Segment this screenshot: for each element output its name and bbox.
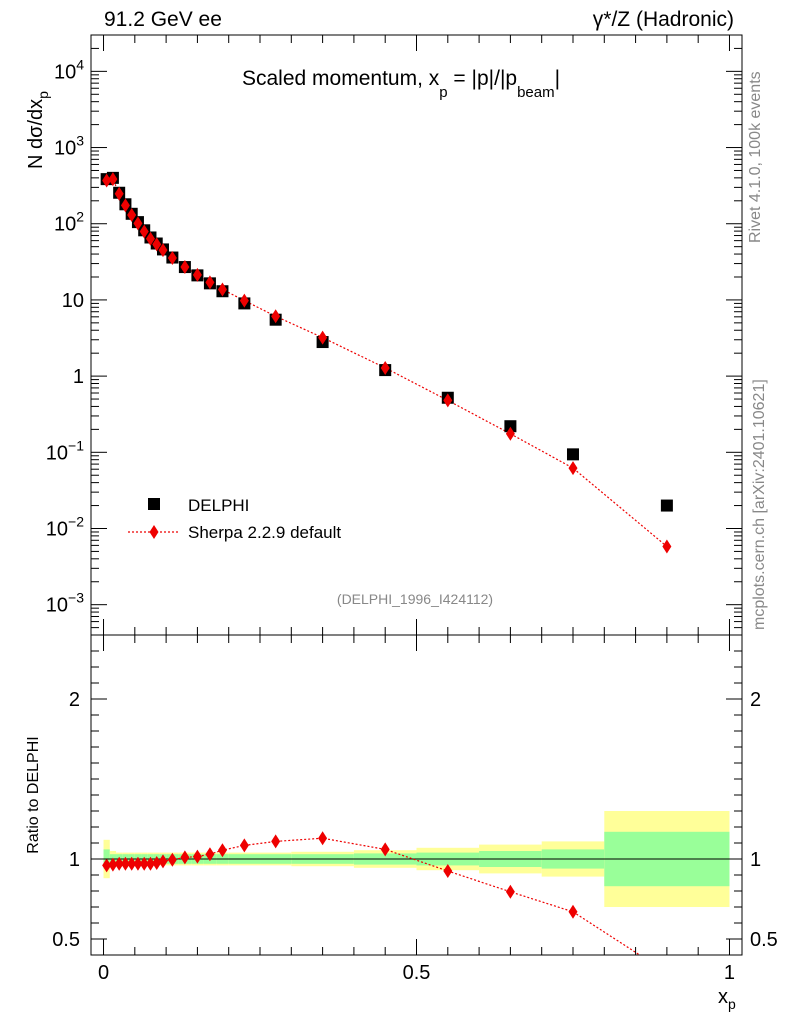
x-tick-label: 0 <box>98 962 109 984</box>
data-point <box>660 499 673 512</box>
mc-point <box>192 267 202 282</box>
data-points <box>100 171 673 512</box>
plot-title: Scaled momentum, xp = |p|/|pbeam| <box>242 67 560 101</box>
mc-point <box>133 216 143 231</box>
main-y-axis-label: N dσ/dxp <box>25 91 51 169</box>
header-right: γ*/Z (Hadronic) <box>593 8 734 31</box>
ratio-point <box>127 856 137 871</box>
ratio-point <box>120 856 130 871</box>
ratio-point <box>145 856 155 871</box>
y-tick-label: 104 <box>54 56 84 83</box>
mc-points <box>102 172 672 554</box>
ratio-point <box>158 854 168 869</box>
ratio-curve <box>106 837 641 955</box>
mc-point <box>180 260 190 275</box>
ratio-curve-line <box>106 837 641 955</box>
mc-point <box>152 237 162 252</box>
ratio-y-axis-label: Ratio to DELPHI <box>25 736 42 853</box>
ratio-points <box>102 831 671 980</box>
analysis-id: (DELPHI_1996_I424112) <box>337 591 493 607</box>
ratio-point <box>133 856 143 871</box>
mc-point <box>145 231 155 246</box>
data-point <box>504 420 517 433</box>
ratio-point <box>108 857 118 872</box>
y-tick-label: 1 <box>73 366 84 388</box>
legend-mc-label: Sherpa 2.2.9 default <box>188 523 341 542</box>
mc-point <box>205 275 215 290</box>
svg-text:N dσ/dxp: N dσ/dxp <box>25 91 51 169</box>
ratio-point <box>102 858 112 873</box>
ratio-point <box>568 904 578 919</box>
ratio-point <box>380 842 390 857</box>
rivet-label: Rivet 4.1.0, 100k events <box>747 71 764 243</box>
y-tick-label: 10−2 <box>46 513 84 540</box>
ratio-y-tick-label-right: 0.5 <box>750 929 778 951</box>
mc-point <box>568 461 578 476</box>
mc-point <box>443 393 453 408</box>
ratio-x-axis-ticks: 0 0.5 1 <box>98 635 735 984</box>
ratio-point <box>180 850 190 865</box>
ratio-point <box>505 884 515 899</box>
ratio-y-tick-label-right: 1 <box>750 849 761 871</box>
legend-data-label: DELPHI <box>188 496 249 515</box>
ratio-y-tick-label-left: 2 <box>69 689 80 711</box>
ratio-point <box>271 834 281 849</box>
legend: DELPHI Sherpa 2.2.9 default <box>128 496 341 542</box>
mc-curve <box>106 178 668 547</box>
ratio-point <box>167 852 177 867</box>
ratio-point <box>239 838 249 853</box>
mc-point <box>662 539 672 554</box>
ratio-point <box>217 843 227 858</box>
ratio-point <box>443 864 453 878</box>
ratio-point <box>139 856 149 871</box>
ratio-point <box>662 966 671 980</box>
mc-point <box>114 186 124 201</box>
mc-curve-line <box>106 178 668 547</box>
mc-point <box>127 208 137 223</box>
main-plot: 10−3 10−2 10−1 1 10 102 103 104 N dσ/dxp Scaled… <box>25 34 743 636</box>
mcplots-label: mcplots.cern.ch [arXiv:2401.10621] <box>751 379 768 630</box>
mc-point <box>102 173 112 188</box>
main-plot-frame <box>90 34 743 636</box>
data-point <box>566 448 579 461</box>
legend-mc-marker <box>149 525 159 539</box>
ratio-point <box>114 856 124 871</box>
x-tick-label: 0.5 <box>403 962 431 984</box>
mc-point <box>318 330 328 345</box>
y-tick-label: 103 <box>54 133 84 160</box>
mc-point <box>108 172 118 187</box>
header-left: 91.2 GeV ee <box>104 8 222 31</box>
ratio-plot: 0.5 0.51 12 2 0 0.5 1 Ratio to DELPHI xp <box>25 634 778 1012</box>
y-tick-label: 10−3 <box>46 590 84 617</box>
ratio-point <box>192 849 202 864</box>
mc-point <box>380 360 390 375</box>
ratio-point <box>318 831 328 846</box>
y-tick-label: 10 <box>62 290 84 312</box>
mc-point <box>139 224 149 239</box>
legend-data-marker <box>148 498 160 510</box>
mc-point <box>158 243 168 258</box>
ratio-point <box>152 856 162 870</box>
main-y-axis-ticks: 10−3 10−2 10−1 1 10 102 103 104 <box>46 34 742 636</box>
main-x-axis-ticks <box>103 35 730 635</box>
mc-point <box>217 282 227 297</box>
ratio-y-tick-label-left: 0.5 <box>52 929 80 951</box>
ratio-y-axis-ticks: 0.5 0.5 1 1 2 2 <box>52 634 778 956</box>
y-tick-label: 102 <box>54 209 84 236</box>
mc-point <box>239 293 249 308</box>
mc-point <box>167 250 177 265</box>
y-tick-label: 10−1 <box>46 437 84 464</box>
ratio-y-tick-label-left: 1 <box>69 849 80 871</box>
x-axis-label: xp <box>718 986 736 1012</box>
ratio-y-tick-label-right: 2 <box>750 689 761 711</box>
mc-point <box>271 309 281 324</box>
mc-point <box>505 426 515 441</box>
x-tick-label: 1 <box>724 962 735 984</box>
mc-point <box>120 198 130 213</box>
ratio-point <box>205 847 215 862</box>
